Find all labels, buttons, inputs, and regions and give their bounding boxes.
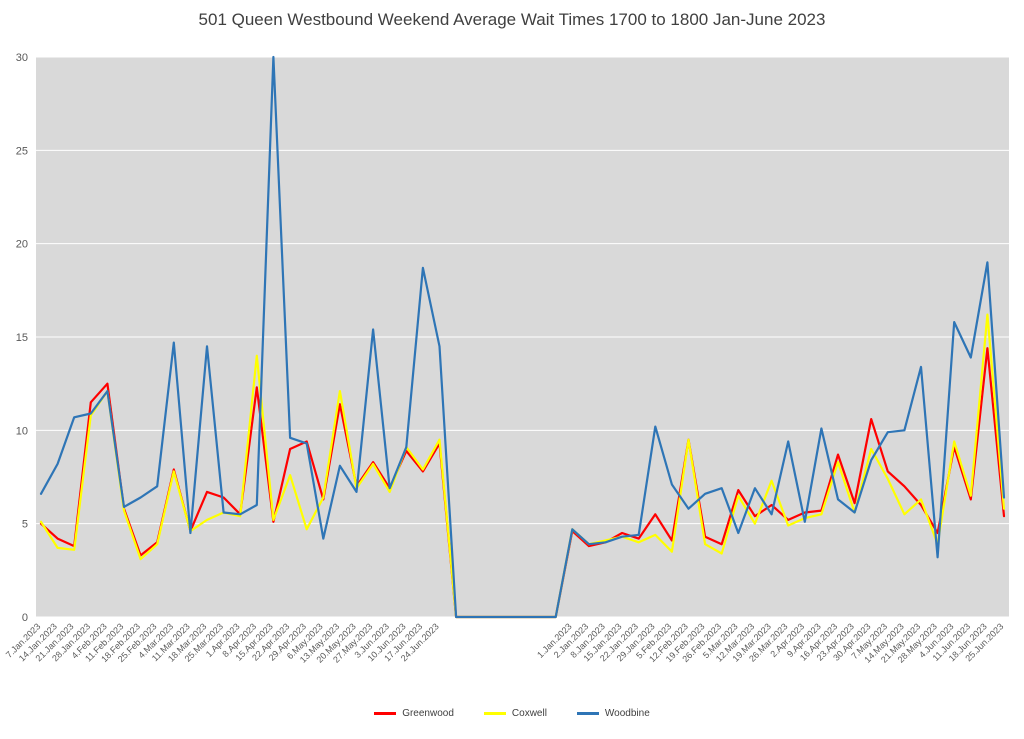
legend-swatch-greenwood	[374, 712, 397, 715]
plot-area: 0510152025307.Jan.202314.Jan.202321.Jan.…	[4, 52, 1009, 665]
y-tick-label: 30	[16, 52, 28, 64]
y-tick-label: 5	[22, 519, 28, 531]
legend-swatch-woodbine	[576, 712, 599, 715]
legend-label-woodbine: Woodbine	[604, 708, 650, 719]
legend-label-greenwood: Greenwood	[402, 708, 454, 719]
legend-swatch-coxwell	[483, 712, 506, 715]
y-tick-label: 10	[16, 425, 28, 437]
y-tick-label: 25	[16, 145, 28, 157]
y-tick-label: 20	[16, 239, 28, 251]
legend-label-coxwell: Coxwell	[511, 708, 547, 719]
y-tick-label: 15	[16, 332, 28, 344]
series-line-woodbine	[39, 55, 1006, 619]
chart-title: 501 Queen Westbound Weekend Average Wait…	[198, 10, 826, 29]
legend-item-coxwell: Coxwell	[483, 708, 547, 719]
chart-legend: Greenwood Coxwell Woodbine	[0, 708, 1024, 719]
legend-item-greenwood: Greenwood	[374, 708, 454, 719]
legend-item-woodbine: Woodbine	[576, 708, 650, 719]
y-tick-label: 0	[22, 612, 28, 624]
